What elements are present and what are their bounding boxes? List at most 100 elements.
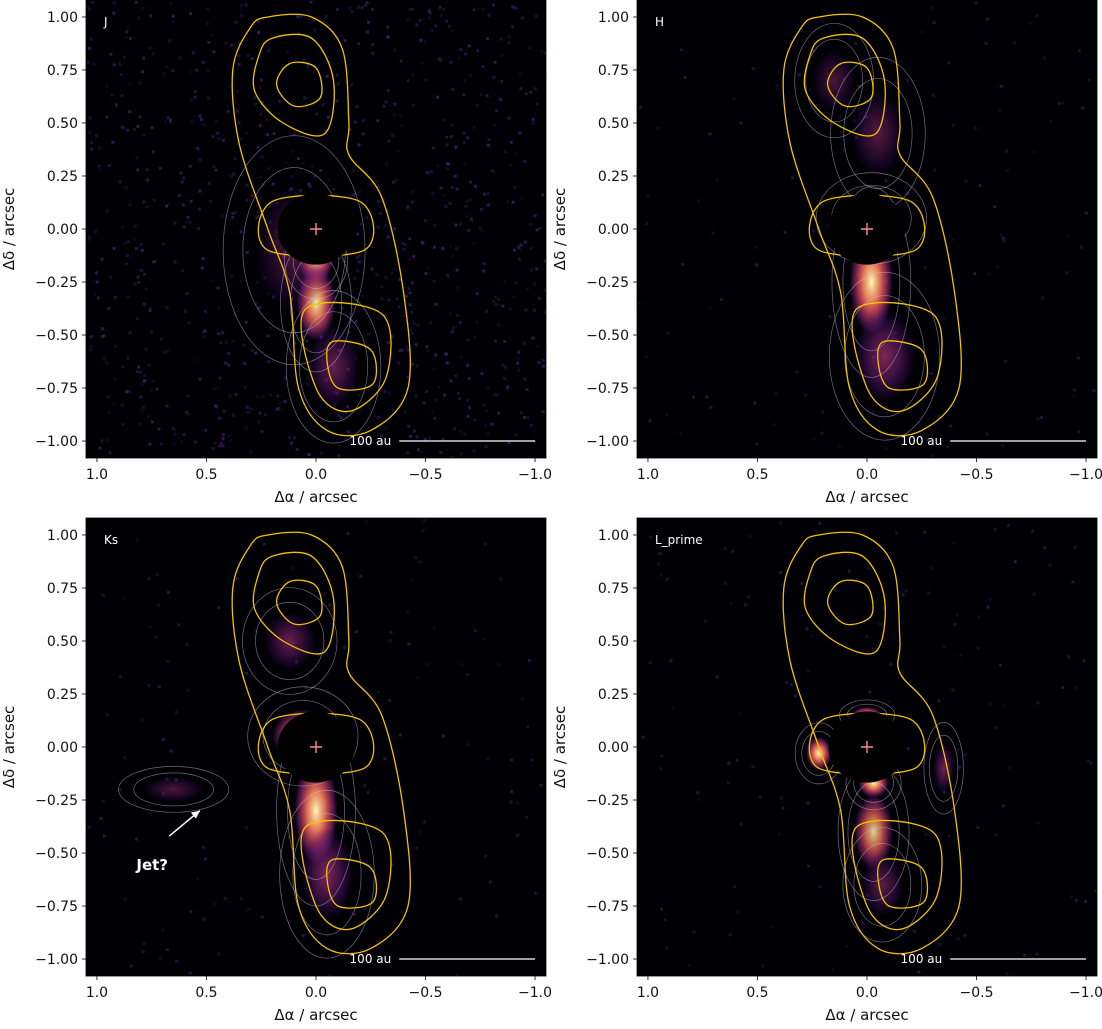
noise-pixel	[499, 37, 503, 41]
noise-pixel	[107, 411, 111, 414]
noise-pixel	[751, 66, 755, 70]
noise-pixel	[534, 14, 538, 18]
noise-pixel	[424, 272, 428, 275]
intensity-contour	[847, 781, 900, 882]
noise-pixel	[541, 193, 544, 197]
noise-pixel	[490, 168, 494, 172]
noise-pixel	[254, 351, 258, 355]
noise-pixel	[105, 713, 109, 717]
noise-pixel	[514, 152, 518, 156]
noise-pixel	[392, 180, 396, 184]
model-contour-south-lobe-mid	[851, 301, 943, 413]
noise-pixel	[445, 143, 449, 147]
emission-lobe	[853, 309, 916, 403]
noise-pixel	[105, 84, 109, 88]
noise-pixel	[169, 749, 173, 753]
noise-pixel	[195, 68, 199, 72]
noise-pixel	[239, 896, 243, 900]
noise-pixel	[482, 403, 486, 407]
noise-pixel	[168, 120, 172, 124]
noise-pixel	[931, 454, 935, 458]
emission-lobe	[142, 776, 205, 803]
noise-pixel	[162, 242, 165, 246]
noise-pixel	[118, 180, 122, 184]
noise-pixel	[126, 356, 130, 360]
noise-pixel	[409, 578, 413, 582]
noise-pixel	[215, 405, 219, 409]
noise-pixel	[229, 439, 233, 443]
noise-pixel	[371, 51, 375, 55]
noise-pixel	[448, 202, 452, 206]
plot-area: 100 au Ks Jet?	[86, 518, 546, 976]
noise-pixel	[1057, 102, 1061, 106]
noise-pixel	[449, 244, 453, 248]
noise-pixel	[469, 198, 473, 202]
noise-pixel	[199, 117, 203, 121]
noise-pixel	[306, 65, 310, 69]
noise-pixel	[180, 180, 184, 184]
noise-pixel	[370, 245, 374, 249]
noise-pixel	[959, 653, 963, 657]
noise-pixel	[464, 204, 468, 208]
noise-pixel	[217, 137, 221, 141]
noise-pixel	[213, 441, 217, 445]
noise-pixel	[511, 25, 515, 29]
noise-pixel	[497, 323, 501, 327]
noise-pixel	[313, 28, 317, 32]
noise-pixel	[406, 451, 410, 455]
noise-pixel	[1061, 101, 1065, 105]
noise-pixel	[514, 281, 518, 285]
noise-pixel	[322, 592, 326, 596]
noise-pixel	[964, 180, 968, 184]
noise-pixel	[159, 442, 163, 446]
noise-pixel	[322, 19, 326, 22]
scale-bar-label: 100 au	[350, 952, 392, 966]
noise-pixel	[299, 14, 303, 18]
noise-pixel	[128, 390, 131, 393]
noise-pixel	[113, 1, 116, 5]
y-tick-label: −1.00	[586, 952, 629, 968]
noise-pixel	[228, 394, 232, 398]
noise-pixel	[151, 260, 155, 264]
noise-pixel	[463, 432, 467, 436]
noise-pixel	[171, 427, 175, 431]
noise-pixel	[448, 312, 452, 316]
noise-pixel	[466, 363, 470, 367]
noise-pixel	[244, 426, 248, 430]
noise-pixel	[376, 225, 380, 229]
noise-pixel	[465, 214, 469, 218]
noise-pixel	[128, 83, 132, 87]
model-contour-north-lobe-inner	[826, 61, 874, 108]
noise-pixel	[141, 950, 145, 954]
noise-pixel	[735, 758, 739, 762]
noise-pixel	[507, 116, 511, 120]
noise-pixel	[256, 145, 260, 149]
noise-pixel	[181, 203, 185, 207]
noise-pixel	[221, 437, 225, 441]
noise-pixel	[145, 205, 149, 209]
noise-pixel	[230, 43, 234, 47]
noise-pixel	[336, 413, 340, 417]
noise-pixel	[795, 370, 798, 374]
noise-pixel	[284, 376, 288, 380]
plot-area: 100 au H	[637, 0, 1097, 458]
noise-pixel	[821, 410, 825, 414]
noise-pixel	[168, 118, 172, 122]
noise-pixel	[402, 247, 406, 251]
noise-pixel	[371, 42, 375, 46]
noise-pixel	[256, 214, 260, 218]
noise-pixel	[246, 410, 250, 414]
noise-pixel	[1076, 356, 1080, 360]
noise-pixel	[90, 147, 94, 151]
noise-pixel	[488, 880, 492, 884]
noise-pixel	[1012, 41, 1016, 45]
noise-pixel	[172, 442, 176, 446]
noise-pixel	[407, 258, 411, 262]
noise-pixel	[382, 104, 386, 108]
noise-pixel	[337, 79, 341, 83]
noise-pixel	[800, 581, 804, 585]
noise-pixel	[958, 765, 962, 769]
noise-pixel	[658, 552, 662, 556]
noise-pixel	[105, 438, 109, 442]
noise-pixel	[283, 399, 287, 403]
